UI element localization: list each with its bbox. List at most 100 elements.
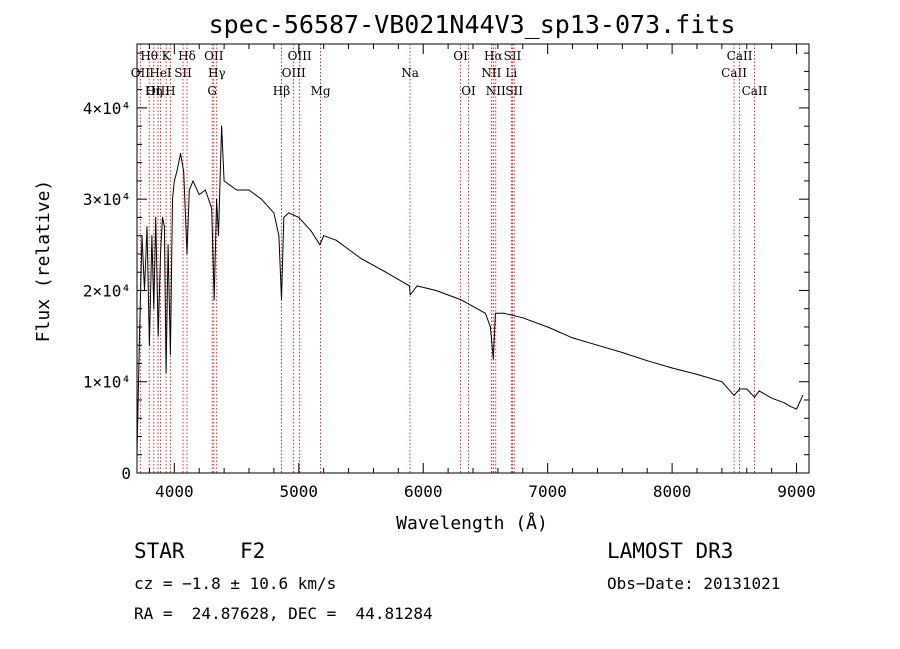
spectrum-point-39 [283,216,285,218]
spectral-line-label-20: Hα [484,49,503,63]
spectrum-point-33 [236,189,238,191]
spectral-line-label-18: OI [461,84,476,98]
spectrum-point-4 [146,226,148,228]
spectrum-point-57 [494,312,496,314]
spectral-line-markers: HθOIIOIIIHηHeIKSIIHHδGOIIHγHβOIIIOIIIMgN… [131,44,768,473]
spectrum-point-46 [348,248,350,250]
spectral-line-label-13: OIII [282,66,306,80]
spectrum-point-67 [721,381,723,383]
spectrum-point-16 [171,198,173,200]
spectral-line-label-26: CaII [727,49,753,63]
spectrum-point-37 [278,235,280,237]
spectrum-point-15 [169,353,171,355]
spectrum-point-34 [248,189,250,191]
spectrum-point-21 [186,253,188,255]
spectrum-point-26 [211,207,213,209]
spectral-line-label-6: SII [174,66,192,80]
spectrum-point-72 [758,390,760,392]
spectrum-point-62 [596,344,598,346]
spectral-line-label-27: CaII [742,84,768,98]
spectrum-point-69 [739,388,741,390]
spectrum-point-31 [223,180,225,182]
spectrum-point-38 [280,299,282,301]
observation-date: Obs−Date: 20131021 [607,574,781,593]
object-subclass: F2 [240,539,266,563]
y-axis-label: Flux (relative) [33,180,54,343]
spectrum-point-18 [176,171,178,173]
y-tick-label-0: 0 [121,464,131,483]
spectrum-point-40 [288,212,290,214]
spectral-line-label-12: Hβ [273,84,290,98]
spectrum-point-20 [183,171,185,173]
spectrum-point-49 [409,285,411,287]
axes: 4000 5000 6000 7000 8000 9000 0 1×10⁴ 2×10⁴ 3×10⁴… [83,44,816,501]
spectral-line-label-24: Li [505,66,517,80]
spectrum-point-77 [802,394,804,396]
spectral-line-label-14: OIII [288,49,312,63]
spectrum-point-36 [273,212,275,214]
spectrum-point-60 [547,326,549,328]
x-tick-label-3: 7000 [528,482,567,501]
spectrum-point-58 [503,312,505,314]
y-tick-label-4: 4×10⁴ [83,99,131,118]
spectrum-point-54 [484,312,486,314]
spectrum-point-23 [192,180,194,182]
spectrum-point-8 [155,216,157,218]
spectrum-point-73 [771,397,773,399]
x-tick-label-4: 8000 [653,482,692,501]
spectrum-point-44 [323,235,325,237]
spectral-line-label-10: OII [204,49,224,63]
spectral-line-label-5: K [162,49,172,63]
spectrum-point-14 [167,244,169,246]
spectrum-point-59 [522,317,524,319]
spectrum-line [136,125,804,455]
spectral-line-label-1: OII [131,66,151,80]
spectrum-point-25 [204,189,206,191]
spectral-line-label-8: Hδ [178,49,196,63]
spectrum-point-51 [416,285,418,287]
x-axis-label: Wavelength (Å) [396,512,548,534]
spectrum-point-17 [173,180,175,182]
spectral-line-label-4: HeI [149,66,172,80]
spectrum-point-65 [671,367,673,369]
spectrum-point-45 [335,239,337,241]
spectrum-point-9 [157,335,159,337]
spectrum-point-30 [221,125,223,127]
spectral-line-label-9: G [207,84,217,98]
velocity-readout: cz = −1.8 ± 10.6 km/s [134,574,337,593]
spectrum-series [136,125,804,456]
spectrum-point-11 [162,216,164,218]
spectral-line-label-21: NII [486,84,506,98]
spectrum-point-19 [180,153,182,155]
chart-title: spec-56587-VB021N44V3_sp13-073.fits [209,10,736,39]
spectrum-point-1 [138,335,140,337]
spectrum-point-29 [218,235,220,237]
spectrum-point-6 [151,235,153,237]
spectrum-point-28 [216,198,218,200]
y-tick-label-3: 3×10⁴ [83,190,131,209]
plot-frame [136,43,810,474]
object-class: STAR [134,539,185,563]
spectral-line-label-0: Hθ [140,49,158,63]
spectral-line-label-2: OIII [146,84,170,98]
spectral-line-label-23: SII [505,84,523,98]
x-tick-label-1: 5000 [280,482,319,501]
spectrum-point-22 [188,189,190,191]
y-tick-label-1: 1×10⁴ [83,373,131,392]
spectral-line-label-25: CaII [721,66,747,80]
coordinates: RA = 24.87628, DEC = 44.81284 [134,604,433,623]
x-tick-label-0: 4000 [155,482,194,501]
spectrum-point-27 [213,299,215,301]
spectrum-point-70 [746,388,748,390]
x-tick-label-5: 9000 [777,482,816,501]
spectrum-point-64 [646,360,648,362]
spectrum-point-35 [260,198,262,200]
spectrum-point-13 [165,372,167,374]
spectrum-point-32 [229,184,231,186]
spectrum-point-55 [489,326,491,328]
spectrum-point-24 [198,194,200,196]
spectral-line-label-3: Hη [145,84,163,98]
spectrum-point-42 [310,230,312,232]
spectrum-point-56 [492,358,494,360]
